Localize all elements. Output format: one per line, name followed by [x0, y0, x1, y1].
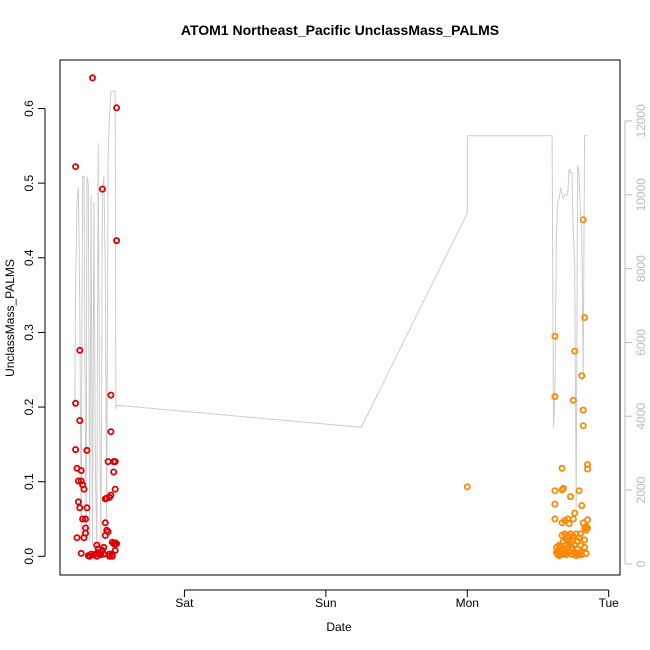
data-point-series-1 [74, 477, 82, 485]
data-point-series-1 [77, 549, 85, 557]
data-point-series-2 [576, 530, 584, 538]
data-point-series-1 [82, 529, 90, 537]
data-point-series-1 [76, 346, 84, 354]
data-point-series-2 [571, 509, 579, 517]
data-point-series-2 [578, 372, 586, 380]
data-point-series-1 [74, 498, 82, 506]
data-point-series-1 [100, 543, 108, 551]
data-point-series-1 [76, 416, 84, 424]
data-point-series-1 [73, 534, 81, 542]
data-point-series-2 [567, 493, 575, 501]
data-point-series-2 [558, 464, 566, 472]
data-point-series-1 [111, 546, 119, 554]
data-point-series-2 [551, 515, 559, 523]
data-point-series-2 [584, 516, 592, 524]
data-point-series-2 [551, 487, 559, 495]
data-point-series-2 [463, 483, 471, 491]
y-tick-label: 0.1 [22, 473, 36, 490]
data-point-series-1 [83, 446, 91, 454]
data-point-series-2 [551, 393, 559, 401]
axes-layer: 0.0 0.1 0.2 0.3 0.4 0.5 0.6 0 2000 4000 6000 8000 10… [22, 100, 648, 610]
x-tick-label: Mon [456, 596, 479, 610]
points-layer [72, 74, 592, 560]
altitude-line-layer [74, 90, 588, 546]
data-point-series-1 [110, 468, 118, 476]
data-point-series-1 [72, 446, 80, 454]
data-point-series-2 [559, 484, 567, 492]
data-point-series-1 [104, 528, 112, 536]
y2-tick-label: 12000 [634, 104, 648, 138]
data-point-series-1 [113, 237, 121, 245]
data-point-series-1 [79, 515, 87, 523]
data-point-series-1 [72, 399, 80, 407]
x-axis-label: Date [326, 620, 352, 634]
data-point-series-2 [579, 406, 587, 414]
data-point-series-1 [72, 163, 80, 171]
data-point-series-2 [569, 515, 577, 523]
y-tick-label: 0.5 [22, 174, 36, 191]
data-point-series-1 [76, 504, 84, 512]
data-point-series-1 [108, 552, 116, 560]
data-point-series-1 [77, 466, 85, 474]
data-point-series-2 [551, 500, 559, 508]
data-point-series-2 [571, 347, 579, 355]
y-tick-label: 0.6 [22, 100, 36, 117]
data-point-series-2 [584, 460, 592, 468]
y2-tick-label: 10000 [634, 178, 648, 212]
data-point-series-1 [101, 519, 109, 527]
data-point-series-2 [579, 216, 587, 224]
data-point-series-1 [107, 491, 115, 499]
data-point-series-1 [98, 185, 106, 193]
y2-tick-label: 8000 [634, 255, 648, 282]
y2-tick-label: 0 [634, 560, 648, 567]
data-point-series-1 [113, 104, 121, 112]
y-tick-label: 0.2 [22, 398, 36, 415]
chart-title: ATOM1 Northeast_Pacific UnclassMass_PALM… [181, 22, 499, 38]
plot-frame [59, 59, 621, 576]
y-tick-label: 0.3 [22, 324, 36, 341]
x-tick-label: Tue [599, 596, 620, 610]
y2-tick-label: 4000 [634, 403, 648, 430]
data-point-series-2 [579, 422, 587, 430]
data-point-series-1 [111, 485, 119, 493]
y2-tick-label: 6000 [634, 329, 648, 356]
data-point-series-2 [581, 536, 589, 544]
data-point-series-2 [569, 396, 577, 404]
data-point-series-1 [111, 458, 119, 466]
data-point-series-1 [104, 458, 112, 466]
data-point-series-2 [565, 520, 573, 528]
data-point-series-2 [581, 543, 589, 551]
data-point-series-2 [575, 487, 583, 495]
data-point-series-1 [82, 515, 90, 523]
data-point-series-1 [107, 428, 115, 436]
y-tick-label: 0.0 [22, 548, 36, 565]
data-point-series-2 [584, 524, 592, 532]
y-tick-label: 0.4 [22, 249, 36, 266]
data-point-series-1 [83, 504, 91, 512]
data-point-series-1 [89, 74, 97, 82]
y2-tick-label: 2000 [634, 476, 648, 503]
data-point-series-2 [551, 332, 559, 340]
data-point-series-1 [107, 391, 115, 399]
data-point-series-1 [77, 477, 85, 485]
data-point-series-2 [581, 313, 589, 321]
x-tick-label: Sun [315, 596, 336, 610]
data-point-series-1 [113, 540, 121, 548]
y-axis-label: UnclassMass_PALMS [3, 259, 17, 377]
data-point-series-2 [582, 549, 590, 557]
data-point-series-2 [578, 502, 586, 510]
altitude-line [74, 90, 588, 546]
data-point-series-1 [80, 485, 88, 493]
x-tick-label: Sat [175, 596, 194, 610]
